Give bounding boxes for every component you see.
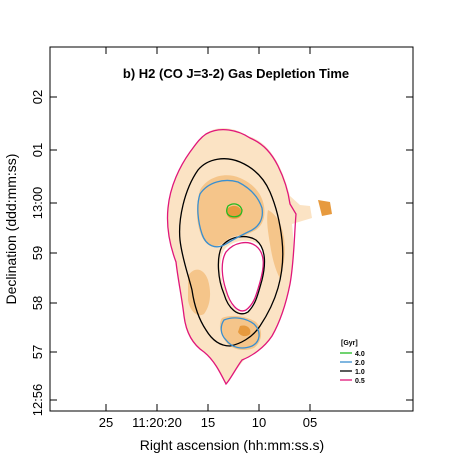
axis-ticks	[50, 47, 413, 411]
depletion-map	[166, 128, 332, 386]
y-tick-label-12-56: 12:56	[30, 384, 45, 417]
y-axis-label: Declination (ddd:mm:ss)	[3, 154, 19, 305]
x-axis-label: Right ascension (hh:mm:ss.s)	[140, 437, 324, 453]
legend-label-4-0: 4.0	[355, 351, 365, 358]
map-fill	[167, 128, 332, 384]
y-tick-label-13-00: 13:00	[30, 187, 45, 220]
contour-4-0-gyr	[226, 203, 243, 218]
x-tick-label-05: 05	[303, 415, 317, 430]
legend: [Gyr] 4.0 2.0 1.0 0.5	[340, 340, 365, 385]
legend-label-2-0: 2.0	[355, 360, 365, 367]
contour-1-0-gyr-inner	[217, 235, 266, 315]
y-tick-label-02: 02	[30, 90, 45, 104]
map-mid-region	[188, 175, 285, 350]
x-tick-label-11-20-20: 11:20:20	[132, 415, 182, 430]
contour-2-0-gyr	[197, 179, 264, 248]
x-tick-label-25: 25	[99, 415, 113, 430]
contour-2-0-gyr-south	[220, 317, 260, 349]
chart-title: b) H2 (CO J=3-2) Gas Depletion Time	[123, 66, 349, 81]
legend-label-1-0: 1.0	[355, 369, 365, 376]
y-tick-label-01: 01	[30, 143, 45, 157]
legend-label-0-5: 0.5	[355, 378, 365, 385]
x-tick-label-15: 15	[201, 415, 215, 430]
map-dark-spot-south	[238, 325, 251, 337]
legend-title: [Gyr]	[341, 340, 358, 347]
y-tick-label-58: 58	[30, 296, 45, 310]
map-dark-spot-east	[318, 200, 332, 216]
contour-1-0-gyr	[178, 158, 284, 347]
x-tick-label-10: 10	[252, 415, 266, 430]
y-tick-label-59: 59	[30, 246, 45, 260]
contour-0-5-gyr-inner	[221, 241, 264, 312]
contour-0-5-gyr	[166, 128, 297, 386]
y-tick-label-57: 57	[30, 345, 45, 359]
